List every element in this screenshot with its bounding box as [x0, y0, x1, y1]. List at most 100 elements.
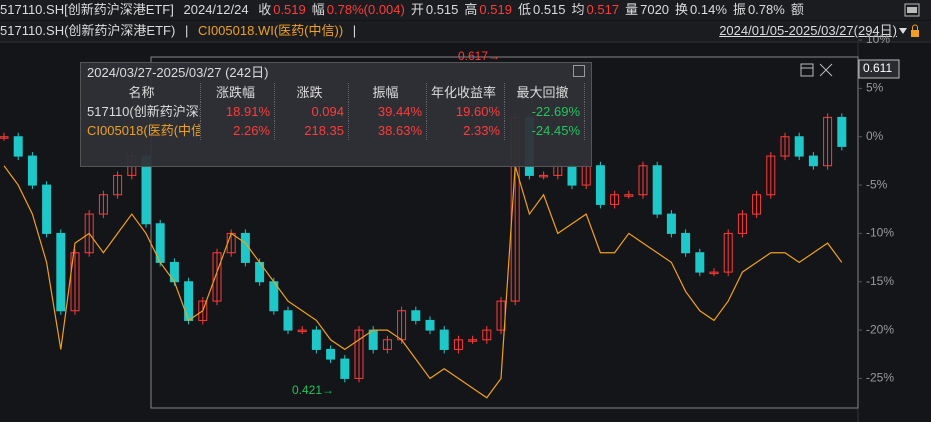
candle	[794, 136, 804, 157]
table-row: CI005018(医药(中信)) 2.26% 218.35 38.63% 2.33% -2…	[81, 121, 591, 140]
candle	[610, 194, 620, 205]
quote-date: 2024/12/24	[183, 2, 249, 17]
table-cell: 2.26%	[201, 121, 275, 140]
candle	[212, 252, 222, 302]
table-cell: 218.35	[275, 121, 349, 140]
window-icons[interactable]	[800, 63, 833, 77]
candle	[297, 329, 307, 333]
table-cell: CI005018(医药(中信))	[81, 121, 201, 140]
candle	[652, 165, 662, 215]
candle	[723, 232, 733, 273]
y-tick-label: 5%	[866, 81, 884, 95]
quote-value: 0.517	[586, 2, 620, 17]
table-cell: 2.33%	[427, 121, 505, 140]
price-annotation: 0.421→	[292, 383, 334, 397]
panel-title: 2024/03/27-2025/03/27 (242日)	[87, 65, 269, 80]
candle	[737, 213, 747, 234]
candle	[113, 174, 123, 196]
column-header: 最大回撤	[505, 83, 585, 102]
security-code: 517110.SH[创新药沪深港ETF]	[0, 2, 174, 17]
quote-value: 0.78%(0.004)	[326, 2, 405, 17]
candle	[98, 194, 108, 215]
y-tick-label: 0%	[866, 129, 884, 143]
candle	[823, 116, 833, 167]
candle	[482, 329, 492, 341]
candle	[837, 116, 847, 147]
y-tick-label: -15%	[866, 274, 894, 288]
candle	[752, 194, 762, 215]
candle	[354, 329, 364, 379]
table-cell: 18.91%	[201, 102, 275, 121]
candle	[780, 136, 790, 157]
table-cell: -22.69%	[505, 102, 585, 121]
candle	[695, 252, 705, 273]
quote-label: 高	[464, 2, 478, 17]
candle	[340, 358, 350, 379]
y-tick-label: -5%	[866, 177, 888, 191]
candle	[638, 165, 648, 196]
quote-list: 收 0.519 幅 0.78%(0.004) 开 0.515 高 0.519 低 0.515 均 0.…	[258, 2, 806, 17]
column-header: 名称	[81, 83, 201, 102]
panel-close[interactable]	[573, 65, 585, 77]
quote-label: 开	[410, 2, 424, 17]
quote-value: 0.78%	[747, 2, 785, 17]
candle	[198, 300, 208, 321]
price-annotation: 0.617→	[458, 49, 500, 63]
table-cell: -24.45%	[505, 121, 585, 140]
quote-label: 量	[625, 2, 639, 17]
legend-bar: 517110.SH(创新药沪深港ETF) | CI005018.WI(医药(中信…	[0, 21, 931, 41]
y-tick-label: 10%	[866, 32, 890, 46]
column-header: 振幅	[349, 83, 427, 102]
y-tick-label: -20%	[866, 322, 894, 336]
table-cell: 38.63%	[349, 121, 427, 140]
legend-separator: |	[184, 23, 189, 38]
quote-label: 额	[790, 2, 804, 17]
table-cell: 39.44%	[349, 102, 427, 121]
candle	[184, 281, 194, 321]
wp-icon[interactable]	[904, 3, 920, 17]
date-range[interactable]: 2024/01/05-2025/03/27(294日)	[719, 23, 897, 38]
candle	[453, 339, 463, 350]
table-cell: 0.094	[275, 102, 349, 121]
candle	[283, 310, 293, 331]
stats-panel: 2024/03/27-2025/03/27 (242日) 名称 涨跌幅 涨跌 振幅 年化…	[80, 62, 592, 167]
candle	[666, 213, 676, 234]
candle	[468, 339, 478, 342]
candle	[681, 232, 691, 254]
legend-separator: |	[352, 23, 357, 38]
candle	[27, 155, 37, 186]
candle	[624, 194, 634, 197]
quote-label: 振	[732, 2, 746, 17]
legend-entry[interactable]: 517110.SH(创新药沪深港ETF)	[0, 23, 176, 38]
candle	[808, 155, 818, 167]
table-cell: 517110(创新药沪深港ETF)	[81, 102, 201, 121]
range-controls[interactable]	[898, 24, 920, 38]
candle	[439, 329, 449, 350]
candle	[425, 319, 435, 331]
column-header: 涨跌幅	[201, 83, 275, 102]
quote-label: 均	[571, 2, 585, 17]
y-tick-label: -25%	[866, 371, 894, 385]
quote-label: 幅	[311, 2, 325, 17]
y-tick-label: -10%	[866, 226, 894, 240]
stats-table: 名称涨跌幅涨跌振幅年化收益率最大回撤517110(创新药沪深港ETF)18.91…	[81, 83, 591, 140]
column-header: 年化收益率	[427, 83, 505, 102]
candle	[709, 271, 719, 275]
candle	[326, 348, 336, 360]
quote-value: 0.519	[479, 2, 512, 17]
candle	[42, 184, 52, 234]
table-cell: 19.60%	[427, 102, 505, 121]
table-row: 517110(创新药沪深港ETF)18.91%0.09439.44%19.60%…	[81, 102, 591, 121]
candle	[13, 136, 23, 157]
legend-entry[interactable]: CI005018.WI(医药(中信))	[197, 23, 344, 38]
quote-value: 0.519	[273, 2, 306, 17]
candle	[382, 339, 392, 350]
candle	[0, 136, 9, 139]
quote-bar: 517110.SH[创新药沪深港ETF] 2024/12/24 收 0.519 幅 0…	[0, 0, 931, 20]
candle	[311, 329, 321, 350]
index-line	[3, 165, 843, 399]
candle	[84, 213, 94, 254]
candle	[766, 155, 776, 196]
